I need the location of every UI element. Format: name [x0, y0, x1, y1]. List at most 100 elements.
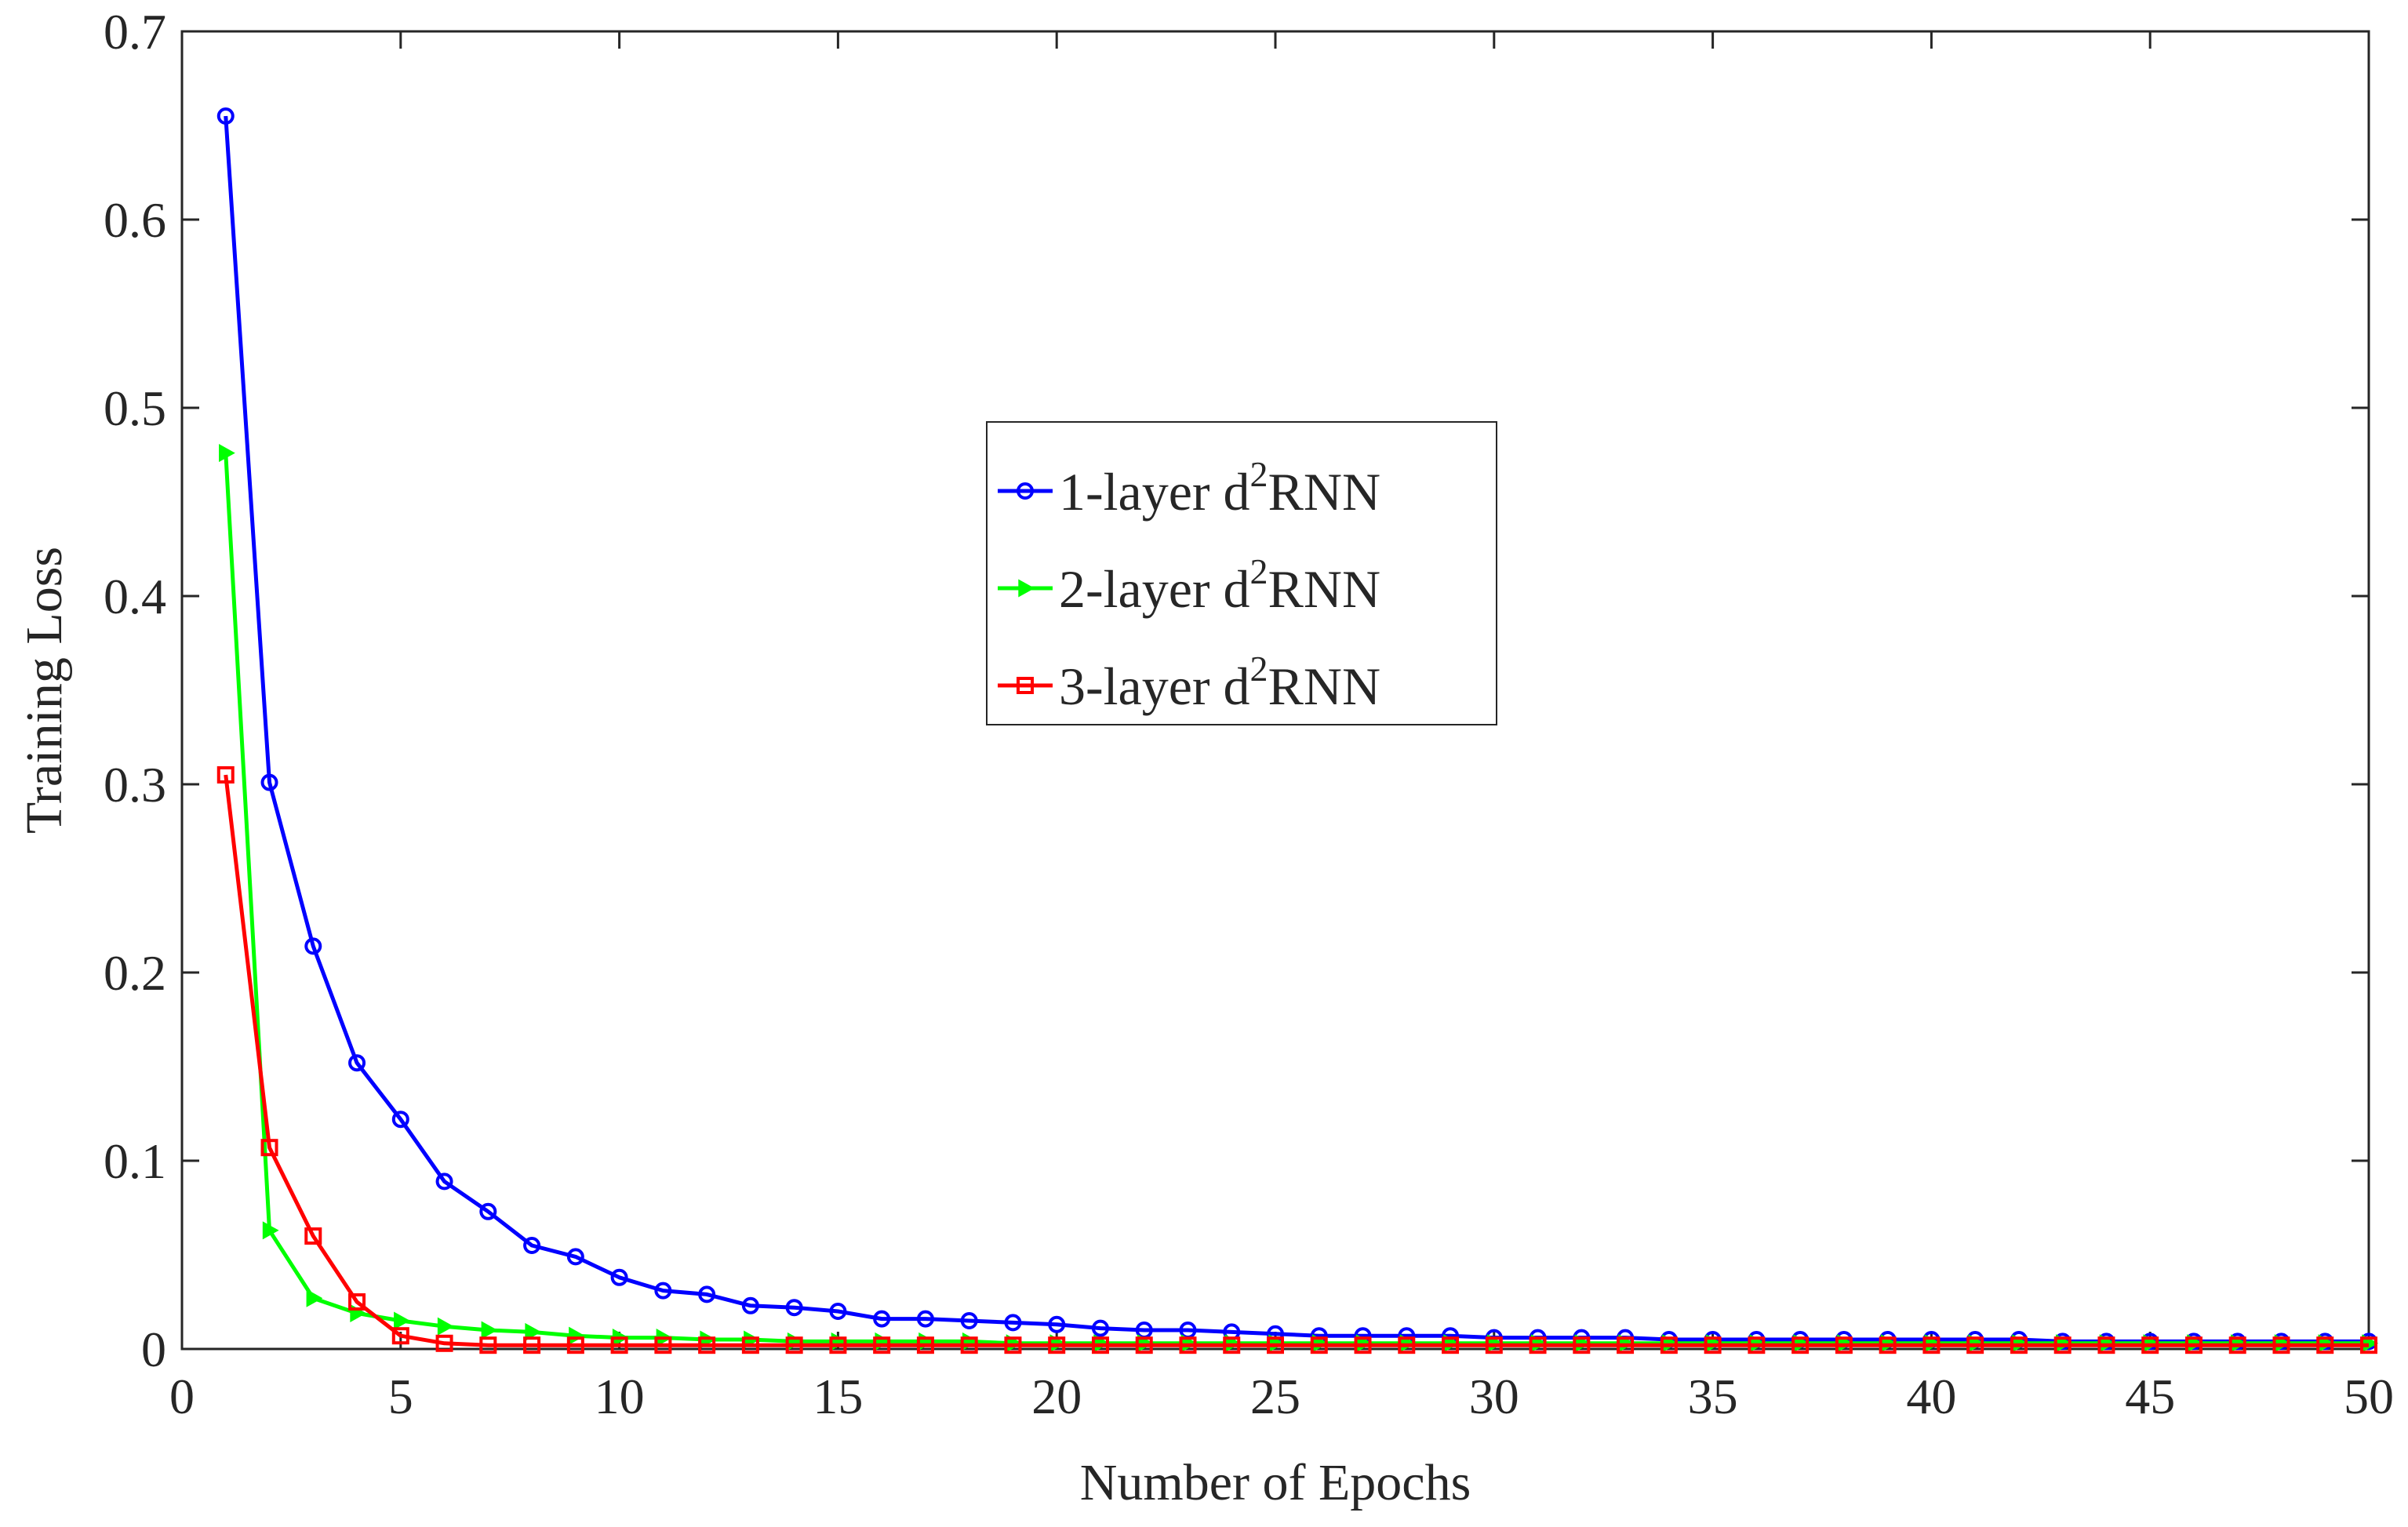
- data-point: [1879, 1336, 1897, 1354]
- data-point: [391, 1327, 409, 1345]
- data-point: [260, 773, 278, 791]
- data-point: [610, 1336, 628, 1354]
- x-tick-label: 15: [813, 1369, 863, 1424]
- legend-marker: [1017, 482, 1034, 500]
- data-point: [566, 1248, 584, 1266]
- x-tick-label: 45: [2125, 1369, 2175, 1424]
- data-point: [391, 1111, 409, 1129]
- y-tick-label: 0.2: [104, 945, 166, 1001]
- data-point: [1004, 1336, 1022, 1354]
- data-point: [1223, 1336, 1241, 1354]
- tick-labels: 0 5 10 15 20 25 30 35 40 45 50 0 0.1 0.2 0.3 0.4 0.5 0.6 0…: [104, 4, 2394, 1424]
- legend-marker: [1017, 677, 1034, 694]
- data-point: [1660, 1336, 1678, 1354]
- data-point: [2272, 1336, 2290, 1354]
- data-point: [523, 1237, 541, 1254]
- x-tick-label: 40: [1906, 1369, 1956, 1424]
- data-point: [1091, 1336, 1109, 1354]
- x-tick-label: 20: [1031, 1369, 1082, 1424]
- data-point: [2184, 1336, 2202, 1354]
- legend-label-superscript: 2: [1250, 454, 1268, 494]
- data-point: [916, 1336, 934, 1354]
- data-point: [262, 1221, 279, 1240]
- legend-label-suffix: RNN: [1268, 462, 1381, 522]
- x-tick-label: 50: [2344, 1369, 2394, 1424]
- legend-entry: 2-layer d2RNN: [998, 551, 1380, 619]
- data-point: [698, 1285, 716, 1303]
- x-tick-label: 25: [1250, 1369, 1300, 1424]
- data-point: [1048, 1336, 1066, 1354]
- data-point: [960, 1312, 978, 1329]
- legend-label-prefix: 2-layer d: [1059, 559, 1250, 619]
- data-point: [435, 1173, 453, 1191]
- data-point: [479, 1336, 497, 1354]
- data-point: [610, 1268, 628, 1286]
- legend-box: [986, 421, 1497, 725]
- data-point: [394, 1311, 410, 1330]
- y-axis-title: Training Loss: [16, 547, 73, 834]
- data-point: [1267, 1336, 1284, 1354]
- data-point: [2053, 1336, 2072, 1354]
- legend-label-suffix: RNN: [1268, 656, 1381, 716]
- data-point: [216, 107, 235, 125]
- legend-entry: 1-layer d2RNN: [998, 454, 1380, 522]
- y-tick-label: 0: [141, 1322, 166, 1377]
- legend-label: 1-layer d2RNN: [1059, 454, 1380, 522]
- data-point: [260, 1139, 278, 1157]
- legend-label-prefix: 3-layer d: [1059, 656, 1250, 716]
- y-tick-label: 0.1: [104, 1133, 166, 1189]
- data-point: [2228, 1336, 2246, 1354]
- data-point: [960, 1336, 978, 1354]
- data-point: [1398, 1336, 1416, 1354]
- legend-label-suffix: RNN: [1268, 559, 1381, 619]
- data-point: [741, 1296, 759, 1314]
- y-tick-label: 0.4: [104, 569, 166, 624]
- data-point: [2097, 1336, 2115, 1354]
- data-point: [1310, 1336, 1328, 1354]
- series-layer: [216, 107, 2379, 1354]
- data-point: [525, 1322, 542, 1341]
- data-point: [1048, 1315, 1066, 1333]
- y-tick-label: 0.3: [104, 757, 166, 813]
- data-point: [2141, 1336, 2159, 1354]
- data-point: [829, 1303, 847, 1320]
- legend-label: 3-layer d2RNN: [1059, 649, 1380, 716]
- data-point: [435, 1334, 453, 1352]
- data-point: [873, 1310, 891, 1328]
- x-tick-label: 30: [1469, 1369, 1519, 1424]
- data-point: [1704, 1336, 1722, 1354]
- x-tick-label: 35: [1688, 1369, 1738, 1424]
- data-point: [306, 1289, 323, 1307]
- data-point: [741, 1336, 759, 1354]
- data-point: [523, 1336, 541, 1354]
- data-point: [1835, 1336, 1853, 1354]
- y-tick-label: 0.5: [104, 380, 166, 436]
- data-point: [916, 1310, 934, 1328]
- data-point: [785, 1299, 803, 1317]
- data-point: [304, 937, 322, 955]
- data-point: [1922, 1336, 1941, 1354]
- data-point: [829, 1336, 847, 1354]
- data-point: [698, 1336, 716, 1354]
- data-point: [219, 444, 235, 463]
- legend-marker: [1018, 579, 1035, 598]
- x-tick-label: 0: [169, 1369, 195, 1424]
- data-point: [1004, 1314, 1022, 1332]
- data-point: [2360, 1336, 2377, 1354]
- data-point: [1485, 1336, 1503, 1354]
- data-point: [1966, 1336, 1984, 1354]
- data-point: [2316, 1336, 2334, 1354]
- data-point: [566, 1336, 584, 1354]
- data-point: [2010, 1336, 2028, 1354]
- x-tick-label: 5: [388, 1369, 413, 1424]
- data-point: [1529, 1336, 1547, 1354]
- y-tick-label: 0.7: [104, 4, 166, 60]
- x-axis-title: Number of Epochs: [1080, 1454, 1471, 1511]
- data-point: [348, 1293, 366, 1311]
- data-point: [873, 1336, 891, 1354]
- data-point: [1179, 1336, 1197, 1354]
- data-point: [1135, 1336, 1153, 1354]
- data-point: [479, 1202, 497, 1220]
